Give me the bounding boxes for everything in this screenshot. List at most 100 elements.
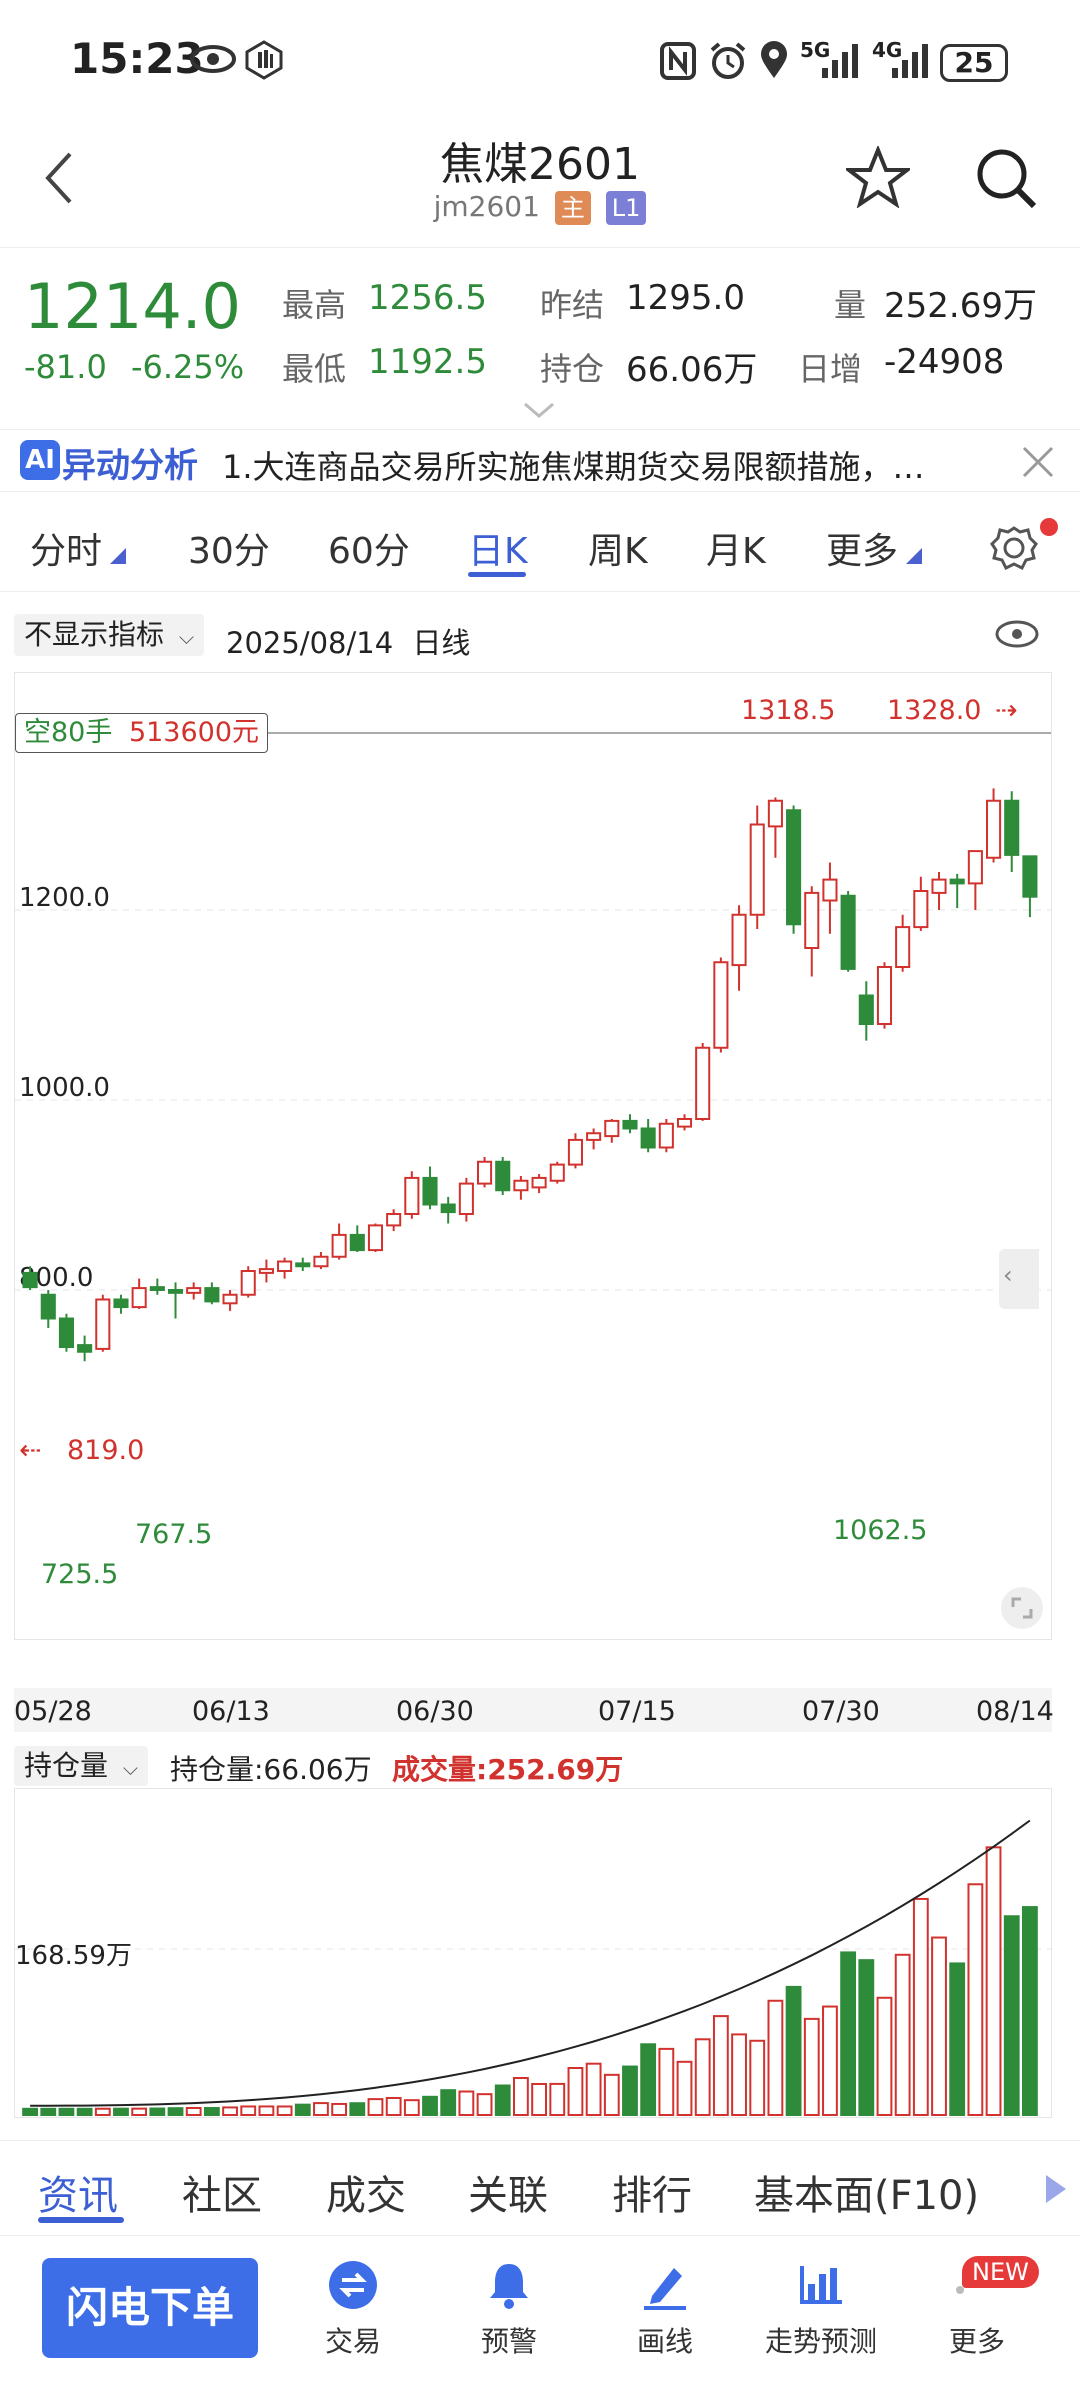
tab-weekly-k[interactable]: 周K [588,531,648,572]
side-drawer-handle[interactable] [999,1249,1039,1309]
ai-analysis-bar[interactable]: AI 异动分析 1.大连商品交易所实施焦煤期货交易限额措施，… [0,432,1080,492]
tab-ranking[interactable]: 排行 [612,2173,692,2219]
volume-header: 持仓量 ⌵ 持仓量:66.06万 成交量:252.69万 [0,1744,1080,1788]
volume-bar [840,1951,857,2116]
candle-body [386,1213,402,1227]
nav-alert[interactable]: 预警 [434,2258,584,2360]
tab-monthly-k[interactable]: 月K [706,531,766,572]
volume-bar [149,2107,166,2116]
flash-order-button[interactable]: 闪电下单 [42,2258,258,2358]
signal-icon [822,44,858,78]
last-price: 1214.0 [24,270,241,343]
candle-body [258,1268,274,1274]
high-value: 1256.5 [368,278,487,318]
tab-related[interactable]: 关联 [468,2173,548,2219]
candle-body [786,809,802,926]
nav-more[interactable]: 更多 [902,2258,1052,2360]
nfc-icon [660,42,696,80]
annotation-left-marker: 819.0 [67,1435,144,1466]
candle-body [767,799,783,828]
tab-30min[interactable]: 30分 [188,531,270,572]
tab-community[interactable]: 社区 [182,2173,262,2219]
volume-bar [367,2098,384,2116]
main-contract-tag: 主 [554,191,591,225]
volume-bar [803,2017,820,2116]
volume-label: 量 [834,286,867,324]
candle-body [440,1203,456,1214]
low-value: 1192.5 [368,342,487,382]
volume-bar [640,2043,657,2117]
volume-bar [567,2067,584,2116]
indicator-select[interactable]: 不显示指标 ⌵ [14,614,205,656]
prev-settle-value: 1295.0 [626,278,745,318]
chevron-right-icon[interactable] [1044,2173,1068,2205]
annotation-low-b: 725.5 [41,1559,118,1590]
tab-daily-k[interactable]: 日K [468,531,528,572]
candle-body [458,1182,474,1216]
page-title: 焦煤2601 [440,139,640,190]
tab-news[interactable]: 资讯 [38,2173,118,2219]
chart-period-kind: 日线 [412,626,471,660]
tab-more[interactable]: 更多 [826,531,899,572]
volume-bar [549,2082,566,2116]
open-interest-value: 66.06万 [626,350,758,390]
x-label: 07/30 [802,1696,880,1727]
eye-toggle-icon[interactable] [994,618,1040,650]
chevron-down-icon: ⌵ [122,1756,139,1780]
search-icon[interactable] [974,146,1038,210]
expand-chevron-icon[interactable] [522,400,556,420]
volume-indicator-select[interactable]: 持仓量 ⌵ [14,1746,149,1786]
candle-body [931,878,947,894]
indicator-row: 不显示指标 ⌵ 2025/08/14 日线 [0,606,1080,666]
right-arrow-icon: ⇢ [995,695,1018,726]
nav-draw[interactable]: 画线 [590,2258,740,2360]
candle-body [1004,799,1020,856]
candlestick-chart[interactable]: 1200.0 1000.0 800.0 1318.5 ⇠ 819.0 1328.0 ⇢ 1062… [14,672,1052,1640]
low-label: 最低 [282,350,347,388]
volume-bar [931,1936,947,2116]
candle-body [186,1287,202,1294]
nav-draw-label: 画线 [636,2325,693,2358]
tab-60min[interactable]: 60分 [328,531,410,572]
nav-more-label: 更多 [948,2325,1005,2358]
prev-settle-label: 昨结 [540,286,605,324]
header: 焦煤2601 jm2601 主 L1 [0,120,1080,248]
ai-badge-icon: AI [20,440,60,480]
volume-bar [676,2060,693,2116]
bottom-nav: 闪电下单 交易 预警 画线 走势预测 更多 NEW [0,2240,1080,2382]
candle-body [349,1233,365,1252]
back-icon[interactable] [44,150,74,206]
volume-bar [294,2103,311,2116]
volume-bar [712,2015,729,2117]
volume-bar [658,2047,675,2116]
candle-body [40,1293,56,1320]
candle-body [749,823,765,916]
status-time: 15:23 [70,34,204,83]
battery-icon: 25 [940,44,1008,82]
gear-icon[interactable] [990,522,1040,572]
fullscreen-icon[interactable] [999,1585,1045,1631]
tab-timeshare[interactable]: 分时 [30,531,103,572]
candle-body [876,966,893,1025]
tab-trades[interactable]: 成交 [326,2173,406,2219]
volume-bar [94,2107,111,2117]
candle-body [204,1287,220,1303]
candle-body [495,1160,511,1192]
candle-body [131,1287,147,1309]
price-change: -81.0 -6.25% [24,348,244,386]
candle-body [531,1176,547,1189]
tab-fundamentals[interactable]: 基本面(F10) [754,2173,980,2219]
indicator-select-label: 不显示指标 [24,618,165,651]
close-icon[interactable] [1020,444,1056,480]
nav-forecast[interactable]: 走势预测 [746,2258,896,2360]
nav-trade[interactable]: 交易 [278,2258,428,2360]
position-value: 513600元 [128,717,260,748]
candle-body [676,1118,693,1128]
volume-bar [731,2033,747,2117]
candle-body [658,1122,674,1149]
volume-bar [331,2102,348,2116]
x-label: 07/15 [598,1696,676,1727]
period-tabs: 分时 30分 60分 日K 周K 月K 更多 [0,500,1080,592]
star-icon[interactable] [846,146,910,208]
